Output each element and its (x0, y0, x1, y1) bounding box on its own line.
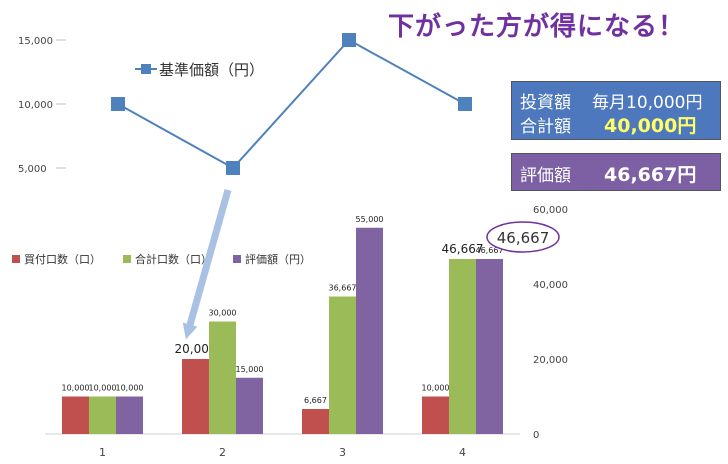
bar-y-tick-label: 20,000 (533, 355, 568, 366)
bar-legend-swatch (12, 255, 20, 263)
valuation-label: 評価額 (520, 166, 571, 186)
bar-data-label: 10,000 (89, 384, 117, 393)
bar-y-tick-label: 0 (533, 430, 539, 441)
bar-data-label: 20,000 (175, 342, 217, 356)
line-point-marker (111, 97, 125, 111)
bar-legend-label: 評価額（円） (245, 252, 311, 266)
bar-2-4 (449, 258, 476, 434)
bar-3-1 (116, 396, 143, 434)
line-series-基準価額（円） (117, 38, 466, 170)
line-y-tick-label: 5,000 (18, 164, 47, 175)
bar-x-tick-label: 4 (459, 446, 466, 459)
line-point-marker (458, 97, 472, 111)
bar-data-label: 46,667 (476, 246, 504, 255)
total-label: 合計額 (520, 117, 571, 137)
bar-data-label: 10,000 (422, 384, 450, 393)
bar-1-3 (302, 408, 329, 434)
bar-1-2 (182, 359, 209, 434)
valuation-callout-ellipse (486, 221, 560, 253)
bar-legend-label: 合計口数（口） (135, 252, 212, 266)
bar-y-tick-label: 40,000 (533, 280, 568, 291)
line-y-tick-label: 10,000 (18, 100, 53, 111)
bar-y-tick-label: 60,000 (533, 205, 568, 216)
line-legend-label: 基準価額（円） (159, 61, 264, 79)
arrow-to-purchase-bar (182, 189, 232, 340)
bar-x-tick-label: 1 (99, 446, 106, 459)
bar-legend-swatch (123, 255, 131, 263)
bar-3-4 (476, 258, 503, 434)
bar-data-label: 36,667 (329, 283, 357, 292)
invest-label: 投資額 (520, 93, 571, 113)
valuation-info-box: 評価額 46,667円 (511, 153, 721, 191)
bar-data-label: 55,000 (356, 215, 384, 224)
bar-data-label: 10,000 (116, 384, 144, 393)
bar-x-tick-label: 2 (219, 446, 226, 459)
bar-3-3 (356, 227, 383, 434)
investment-info-box: 投資額 毎月10,000円 合計額 40,000円 (511, 81, 721, 140)
bar-data-label: 30,000 (209, 309, 237, 318)
invest-value: 毎月10,000円 (592, 93, 703, 113)
line-point-marker (342, 33, 356, 47)
bar-data-label: 46,667 (442, 242, 484, 256)
line-y-tick-label: 15,000 (18, 36, 53, 47)
valuation-callout-label: 46,667 (497, 229, 550, 247)
bar-2-2 (209, 321, 236, 434)
bar-2-1 (89, 396, 116, 434)
bar-1-1 (62, 396, 89, 434)
line-legend-swatch-marker (141, 64, 151, 74)
valuation-value: 46,667円 (604, 164, 697, 186)
bar-data-label: 6,667 (304, 396, 327, 405)
bar-legend-swatch (233, 255, 241, 263)
total-value: 40,000円 (604, 115, 697, 137)
bar-3-2 (236, 377, 263, 434)
bar-x-tick-label: 3 (339, 446, 346, 459)
bar-2-3 (329, 296, 356, 434)
bar-1-4 (422, 396, 449, 434)
bar-legend-label: 買付口数（口） (24, 253, 101, 266)
line-point-marker (226, 161, 240, 175)
headline: 下がった方が得になる！ (388, 12, 686, 42)
bar-data-label: 15,000 (236, 365, 264, 374)
bar-data-label: 10,000 (62, 384, 90, 393)
